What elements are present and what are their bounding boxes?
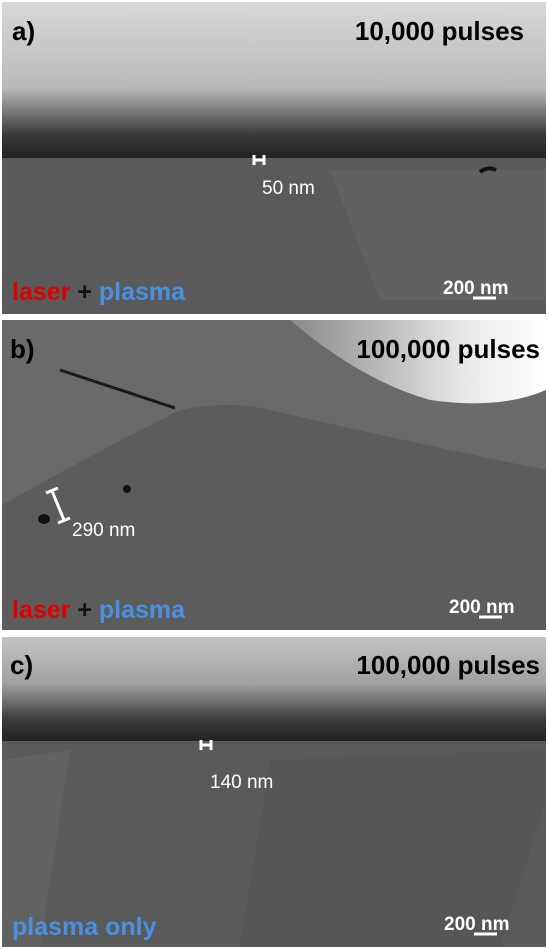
condition-part: laser xyxy=(12,596,71,624)
measurement: 290 nm xyxy=(72,520,135,541)
panel-label: c) xyxy=(10,650,33,680)
condition: plasma only xyxy=(12,913,157,941)
measurement: 50 nm xyxy=(262,178,315,199)
figure: a) 10,000 pulses 50 nm laser + plasma 20… xyxy=(0,0,548,949)
panel-label: b) xyxy=(10,334,35,364)
condition-part: + xyxy=(70,278,92,306)
scale-bar-label: 200 nm xyxy=(444,914,509,935)
condition: laser + plasma xyxy=(12,596,186,624)
condition: laser + plasma xyxy=(12,278,186,306)
pore xyxy=(38,514,50,524)
panel-c: c) 100,000 pulses 140 nm plasma only 200… xyxy=(2,637,546,947)
pulses: 100,000 pulses xyxy=(356,650,540,680)
scale-bar-label: 200 nm xyxy=(449,597,514,618)
condition-part: plasma xyxy=(92,596,186,624)
scale-bar-label: 200 nm xyxy=(443,278,508,299)
condition-part: plasma xyxy=(92,278,186,306)
condition-part: laser xyxy=(12,278,71,306)
condition-part: plasma only xyxy=(12,913,157,941)
panel-b: b) 100,000 pulses 290 nm laser + plasma … xyxy=(2,320,546,630)
pore xyxy=(123,485,131,493)
measurement: 140 nm xyxy=(210,772,273,793)
pulses: 10,000 pulses xyxy=(355,16,524,46)
condition-part: + xyxy=(70,596,92,624)
pulses: 100,000 pulses xyxy=(356,334,540,364)
panel-a: a) 10,000 pulses 50 nm laser + plasma 20… xyxy=(2,2,546,314)
panel-label: a) xyxy=(12,16,35,46)
